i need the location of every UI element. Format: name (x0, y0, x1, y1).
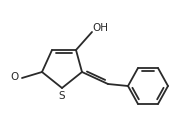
Text: S: S (59, 91, 65, 101)
Text: OH: OH (92, 23, 108, 33)
Text: O: O (10, 72, 18, 82)
